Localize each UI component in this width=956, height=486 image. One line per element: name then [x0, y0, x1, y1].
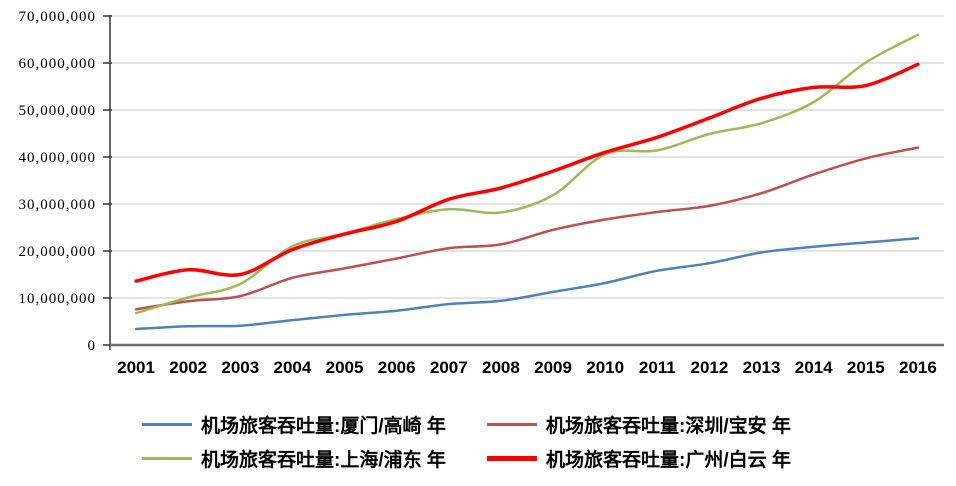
- y-tick-label: 70,000,000: [19, 9, 97, 25]
- x-tick-label: 2002: [169, 358, 207, 377]
- legend-item-shanghai-pudong: 机场旅客吞吐量:上海/浦东 年: [142, 446, 487, 471]
- legend-line-swatch-shenzhen: [487, 422, 537, 426]
- y-tick-label: 10,000,000: [19, 291, 97, 307]
- x-tick-label: 2005: [326, 358, 364, 377]
- x-tick-label: 2016: [899, 358, 937, 377]
- plot-area: 0 10,000,000 20,000,000 30,000,000 40,000,00…: [19, 9, 944, 377]
- legend-label-guangzhou: 机场旅客吞吐量:广州/白云 年: [546, 449, 791, 471]
- x-tick-label: 2013: [743, 358, 781, 377]
- x-tick-label: 2004: [274, 358, 312, 377]
- legend-item-shenzhen-baoan: 机场旅客吞吐量:深圳/宝安 年: [487, 412, 832, 437]
- series-line-3: [134, 62, 920, 283]
- y-tick-label: 50,000,000: [19, 103, 97, 119]
- x-tick-label: 2007: [430, 358, 468, 377]
- legend-line-swatch-guangzhou: [487, 455, 537, 461]
- legend-label-shenzhen: 机场旅客吞吐量:深圳/宝安 年: [546, 415, 791, 437]
- series-line-0: [134, 237, 920, 331]
- y-tick-label: 60,000,000: [19, 56, 97, 72]
- series-line-1: [134, 146, 920, 311]
- x-tick-label: 2014: [795, 358, 833, 377]
- x-tick-label: 2003: [221, 358, 259, 377]
- x-tick-label: 2012: [691, 358, 729, 377]
- y-tick-label: 40,000,000: [19, 150, 97, 166]
- y-tick-label: 0: [88, 338, 97, 354]
- legend-line-swatch-xiamen: [142, 422, 192, 426]
- legend-label-pudong: 机场旅客吞吐量:上海/浦东 年: [201, 449, 446, 471]
- y-tick-label: 20,000,000: [19, 244, 97, 260]
- legend: 机场旅客吞吐量:厦门/高崎 年 机场旅客吞吐量:深圳/宝安 年 机场旅客吞吐量:…: [142, 412, 832, 471]
- legend-label-xiamen: 机场旅客吞吐量:厦门/高崎 年: [201, 415, 446, 437]
- x-tick-label: 2010: [586, 358, 624, 377]
- x-tick-label: 2008: [482, 358, 520, 377]
- y-tick-label: 30,000,000: [19, 197, 97, 213]
- legend-item-guangzhou-baiyun: 机场旅客吞吐量:广州/白云 年: [487, 446, 832, 471]
- x-tick-label: 2011: [639, 358, 676, 377]
- x-tick-label: 2015: [847, 358, 885, 377]
- legend-line-swatch-pudong: [142, 456, 192, 460]
- x-tick-label: 2006: [378, 358, 416, 377]
- legend-item-xiamen-gaoqi: 机场旅客吞吐量:厦门/高崎 年: [142, 412, 487, 437]
- x-tick-label: 2009: [534, 358, 572, 377]
- x-tick-label: 2001: [117, 358, 155, 377]
